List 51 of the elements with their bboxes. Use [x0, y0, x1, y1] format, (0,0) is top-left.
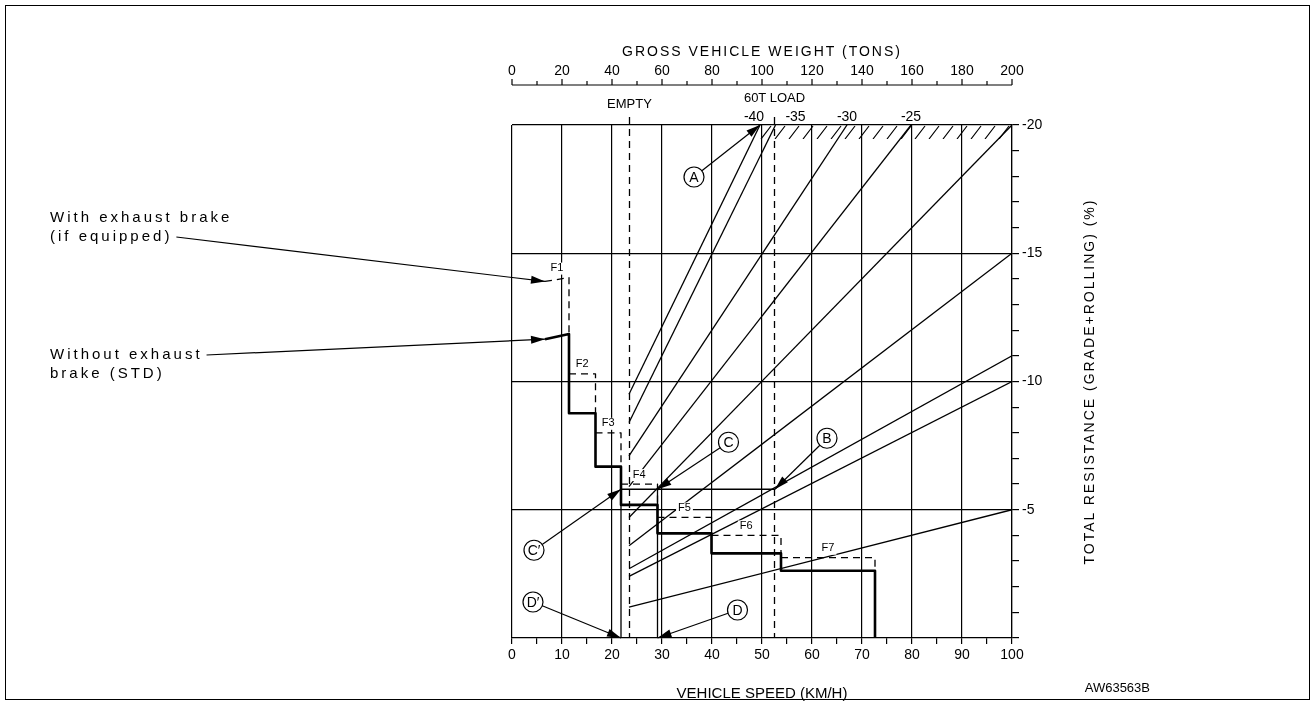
annotation: A: [689, 168, 700, 185]
text: -25: [900, 107, 922, 124]
x-tick-label: 70: [854, 646, 870, 663]
x2-tick-label: 120: [800, 61, 824, 78]
text: -30: [836, 107, 858, 124]
annotation: D′: [526, 593, 540, 610]
x2-tick-label: 160: [900, 61, 924, 78]
x2-tick-label: 40: [604, 61, 620, 78]
y-tick-label: -15: [1022, 244, 1043, 261]
x-tick-label: 30: [654, 646, 670, 663]
annotation: C′: [527, 542, 541, 559]
annotation: C: [723, 434, 734, 451]
annotation: D: [732, 601, 743, 618]
x2-axis-title: GROSS VEHICLE WEIGHT (TONS): [622, 42, 902, 59]
x-tick-label: 100: [1000, 646, 1024, 663]
text: With exhaust brake (if equipped): [50, 208, 233, 245]
x-tick-label: 60: [804, 646, 820, 663]
x-tick-label: 0: [508, 646, 517, 663]
annotation: B: [822, 430, 832, 447]
ref-line-label: EMPTY: [607, 96, 653, 112]
x-tick-label: 80: [904, 646, 920, 663]
y-axis-title: TOTAL RESISTANCE (GRADE+ROLLING) (%): [1080, 198, 1097, 565]
annotation: F2: [575, 357, 589, 370]
y-tick-label: -20: [1022, 115, 1043, 132]
text: Without exhaust brake (STD): [50, 345, 203, 382]
x2-tick-label: 200: [1000, 61, 1024, 78]
annotation: F1: [550, 261, 564, 274]
annotation: F4: [632, 467, 646, 480]
y-tick-label: -5: [1022, 500, 1035, 517]
x-tick-label: 10: [554, 646, 570, 663]
annotation: F5: [678, 500, 691, 513]
x2-tick-label: 60: [654, 61, 670, 78]
text: -35: [785, 107, 806, 124]
x2-tick-label: 80: [704, 61, 720, 78]
x-tick-label: 40: [704, 646, 720, 663]
x2-tick-label: 20: [554, 61, 570, 78]
x2-tick-label: 140: [850, 61, 874, 78]
text: AW63563B: [1084, 680, 1150, 696]
x-tick-label: 20: [604, 646, 620, 663]
y-tick-label: -10: [1022, 372, 1043, 389]
annotation: F3: [601, 416, 615, 429]
text: -40: [743, 107, 765, 124]
x-tick-label: 50: [754, 646, 770, 663]
annotation: F6: [739, 518, 753, 531]
x2-tick-label: 0: [508, 61, 517, 78]
x2-tick-label: 100: [750, 61, 774, 78]
ref-line-label: 60T LOAD: [743, 90, 806, 106]
x2-tick-label: 180: [950, 61, 974, 78]
x-axis-title: VEHICLE SPEED (KM/H): [676, 684, 848, 702]
annotation: F7: [821, 541, 835, 554]
x-tick-label: 90: [954, 646, 970, 663]
